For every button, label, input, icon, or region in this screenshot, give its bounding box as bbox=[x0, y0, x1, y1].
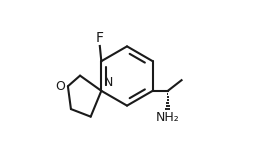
Text: NH₂: NH₂ bbox=[156, 111, 180, 124]
Text: N: N bbox=[103, 76, 113, 89]
Text: O: O bbox=[55, 80, 65, 93]
Text: F: F bbox=[96, 31, 104, 45]
